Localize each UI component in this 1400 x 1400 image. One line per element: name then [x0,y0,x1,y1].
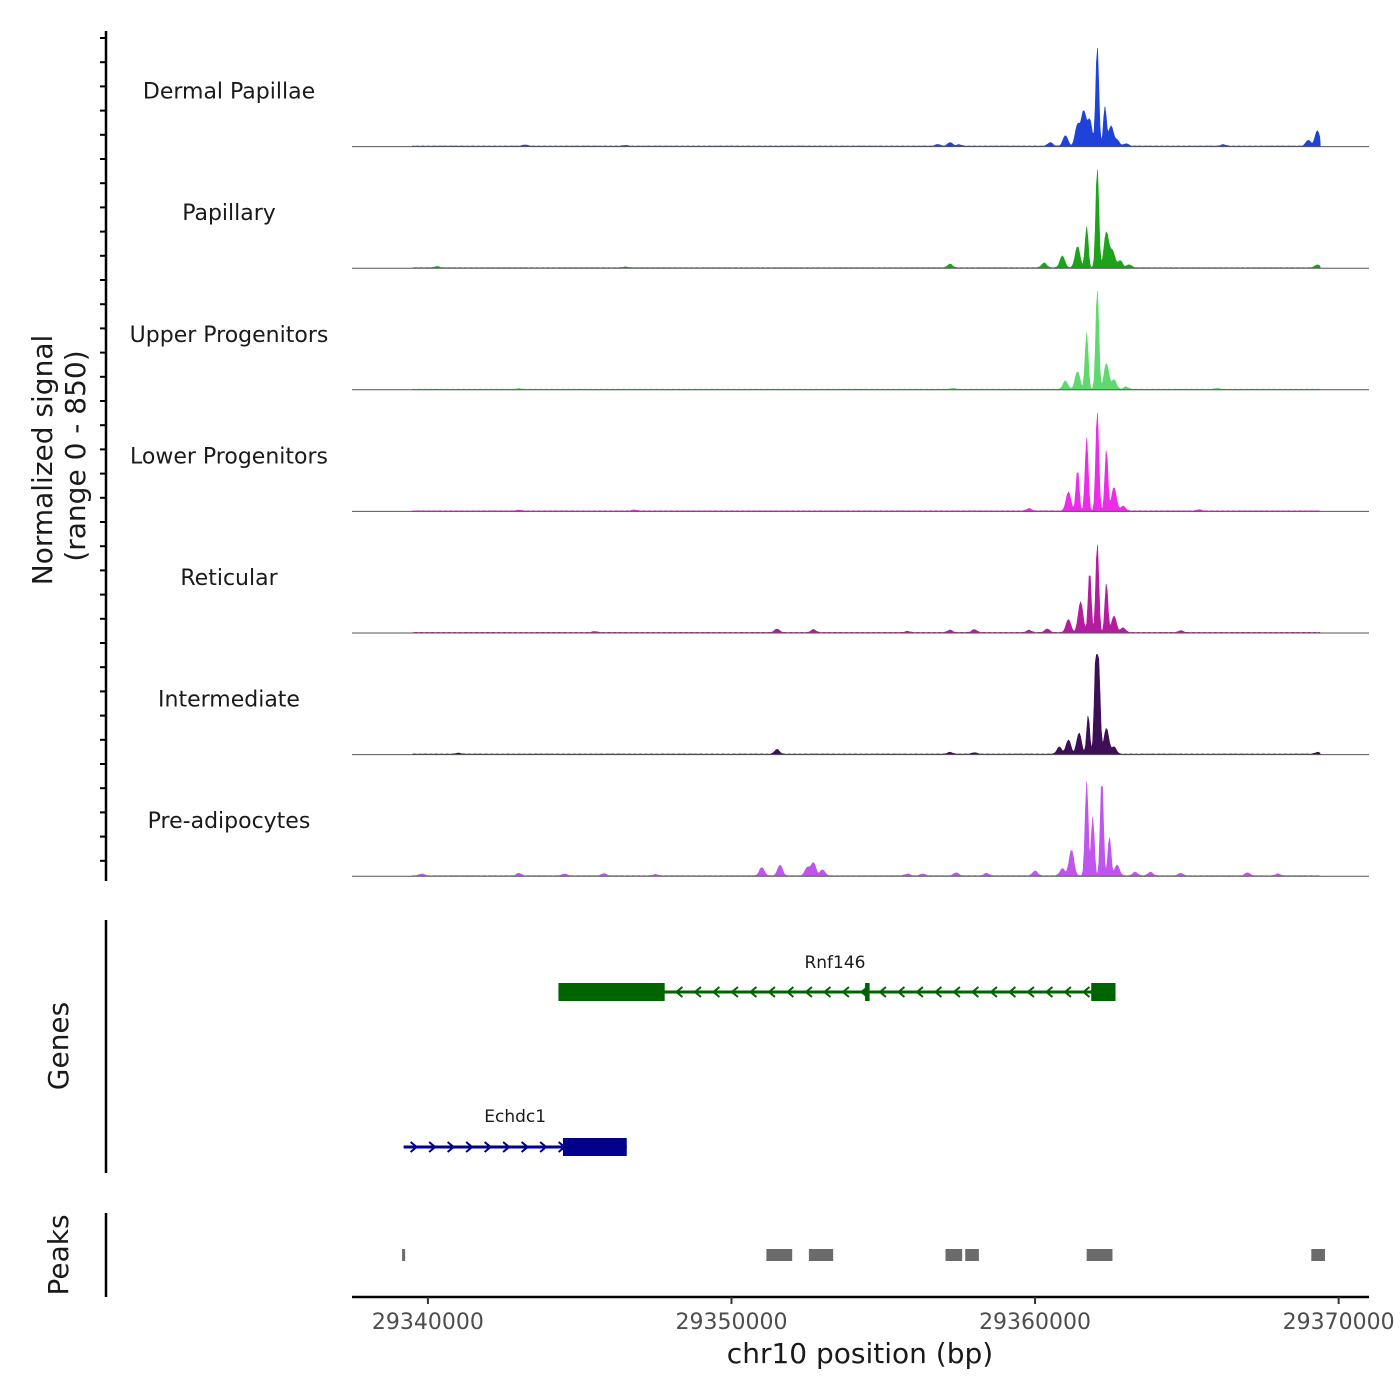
coverage-area [412,47,1321,147]
strand-arrow [970,986,980,998]
strand-arrow [822,986,832,998]
x-axis-ticks: 29340000 29350000 29360000 29370000 [372,1297,1395,1335]
strand-arrow [1081,986,1091,998]
track-label: Intermediate [158,688,300,713]
peak-region [766,1249,793,1261]
gene-rnf146: Rnf146 [558,953,1116,1001]
signal-axis-ticks [100,37,106,862]
track-label: Dermal Papillae [143,80,315,105]
coverage-area [412,291,1322,391]
strand-arrow [989,986,998,998]
track-label: Papillary [182,201,276,226]
x-tick-label: 29350000 [675,1310,787,1335]
peak-regions [402,1249,1325,1261]
strand-arrow [878,986,887,998]
strand-arrow [1007,986,1017,998]
strand-arrow [539,1141,548,1153]
strand-arrow [785,986,795,998]
strand-arrow [933,986,943,998]
strand-arrow [952,986,961,998]
strand-arrow [465,1141,474,1153]
strand-arrow [674,986,684,998]
track-dermal-papillae: Dermal Papillae [143,47,1369,148]
peak-region [1311,1249,1325,1261]
x-axis-title: chr10 position (bp) [727,1337,993,1370]
strand-arrow [804,986,813,998]
x-tick-label: 29340000 [372,1310,484,1335]
strand-arrow [915,986,924,998]
track-label: Upper Progenitors [130,323,329,348]
gene-echdc1: Echdc1 [403,1107,627,1156]
coverage-area [412,544,1322,634]
strand-arrow [409,1141,419,1153]
strand-arrow [502,1141,511,1153]
gene-exon [865,983,870,1001]
gene-label: Rnf146 [804,953,865,973]
strand-arrow [428,1141,437,1153]
y-axis-title: Normalized signal [26,335,59,586]
x-tick-label: 29370000 [1283,1310,1395,1335]
strand-arrow [748,986,758,998]
track-papillary: Papillary [182,169,1369,269]
coverage-tracks: Dermal Papillae Papillary Upper Progenitor… [130,47,1369,877]
track-pre-adipocytes: Pre-adipocytes [148,781,1369,877]
coverage-area [412,654,1321,755]
track-upper-progenitors: Upper Progenitors [130,291,1369,391]
peak-region [1086,1249,1113,1261]
coverage-area [412,169,1321,269]
strand-arrow [520,1141,530,1153]
strand-arrow [1063,986,1072,998]
track-label: Reticular [180,566,278,591]
strand-arrow [896,986,906,998]
strand-arrow [446,1141,456,1153]
peak-region [808,1249,834,1261]
peaks-axis-title: Peaks [42,1214,75,1295]
strand-arrow [730,986,739,998]
gene-label: Echdc1 [484,1107,546,1127]
peak-region [402,1249,406,1261]
gene-exon [558,983,665,1001]
coverage-area [412,781,1322,877]
peak-region [965,1249,979,1261]
strand-arrow [711,986,721,998]
gene-exon [562,1138,627,1156]
strand-arrow [767,986,776,998]
strand-arrow [1026,986,1035,998]
strand-arrow [483,1141,493,1153]
coverage-area [412,412,1322,512]
strand-arrow [841,986,850,998]
x-tick-label: 29360000 [979,1310,1091,1335]
y-axis-subtitle: (range 0 - 850) [59,350,92,561]
genes-axis-title: Genes [42,1002,75,1090]
track-reticular: Reticular [180,544,1369,634]
gene-exon [1091,983,1116,1001]
peak-region [945,1249,963,1261]
gene-annotations: Rnf146 Echdc1 [403,953,1116,1156]
track-lower-progenitors: Lower Progenitors [130,412,1369,512]
strand-arrow [1044,986,1054,998]
track-label: Lower Progenitors [130,444,328,469]
track-intermediate: Intermediate [158,654,1369,756]
strand-arrow [693,986,702,998]
track-label: Pre-adipocytes [148,809,311,834]
